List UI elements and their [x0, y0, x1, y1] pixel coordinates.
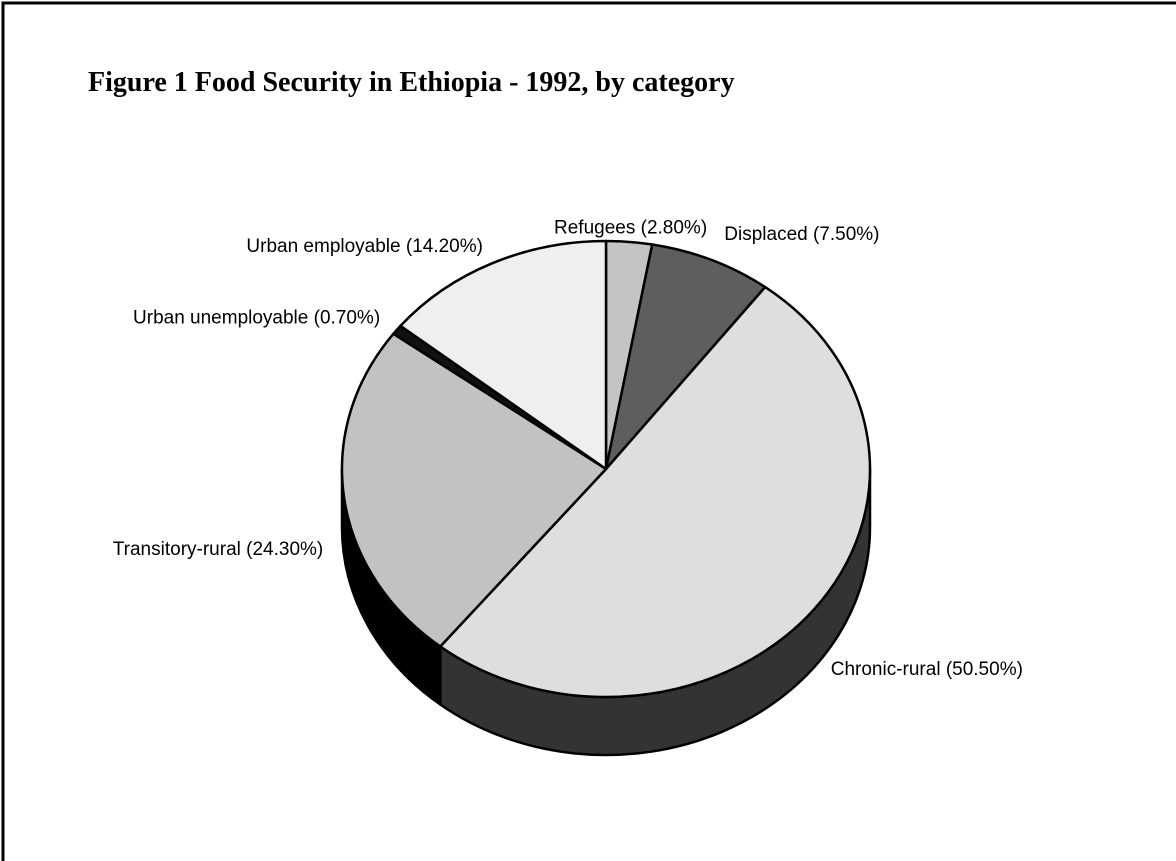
pie-slice-displaced: [604, 243, 767, 471]
slice-label-displaced: Displaced (7.50%): [724, 224, 879, 245]
slice-label-refugees: Refugees (2.80%): [554, 217, 707, 238]
slice-label-urban-employable: Urban employable (14.20%): [246, 236, 483, 257]
slice-label-urban-unemployable: Urban unemployable (0.70%): [133, 308, 380, 329]
pie-slice-chronic-rural: [439, 285, 872, 699]
slice-label-chronic-rural: Chronic-rural (50.50%): [831, 659, 1023, 680]
chart-title: Figure 1 Food Security in Ethiopia - 199…: [88, 67, 735, 98]
slice-label-transitory-rural: Transitory-rural (24.30%): [113, 539, 323, 560]
pie-slice-transitory-rural: [340, 332, 608, 648]
slice-labels: Refugees (2.80%) Displaced (7.50%) Chronic…: [113, 217, 1023, 680]
pie-slices: [340, 239, 872, 699]
pie-slice-urban-employable: [399, 239, 608, 471]
